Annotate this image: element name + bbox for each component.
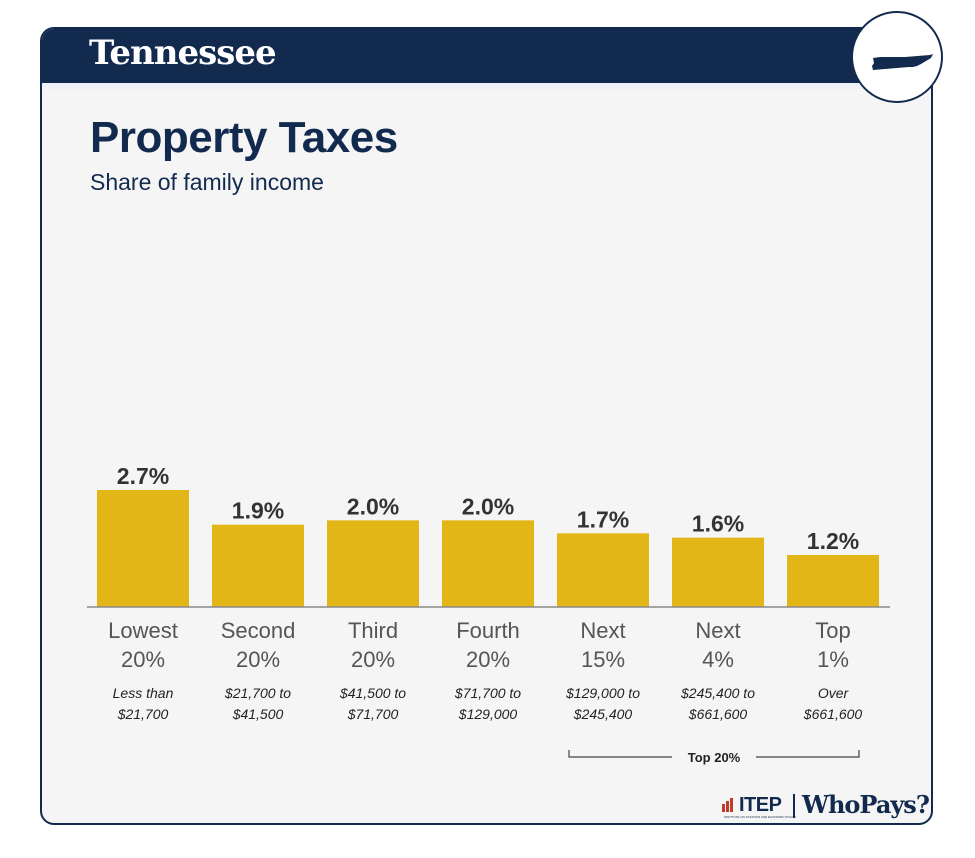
- data-label: 1.6%: [692, 511, 744, 537]
- chart-subtitle: Share of family income: [90, 169, 324, 195]
- bar: [212, 524, 304, 607]
- tennessee-shape: [872, 54, 933, 70]
- income-range-label: $41,500: [232, 706, 284, 722]
- data-label: 2.0%: [347, 493, 399, 519]
- category-label: Third: [348, 618, 398, 643]
- income-range-label: Over: [818, 685, 850, 701]
- bracket-label: Top 20%: [688, 750, 741, 765]
- category-label: 20%: [351, 647, 395, 672]
- category-label: Next: [580, 618, 625, 643]
- category-label: 20%: [466, 647, 510, 672]
- category-label: 4%: [702, 647, 734, 672]
- income-range-label: $245,400 to: [680, 685, 755, 701]
- chart-title: Property Taxes: [90, 113, 398, 162]
- state-name: Tennessee: [89, 33, 277, 73]
- itep-bars-icon: [722, 798, 733, 812]
- bar: [97, 490, 189, 607]
- category-label: 20%: [236, 647, 280, 672]
- banner-divider: [42, 83, 931, 89]
- state-badge: [851, 11, 943, 103]
- income-range-label: $71,700 to: [454, 685, 521, 701]
- bracket-right: [756, 750, 860, 758]
- income-range-label: $21,700 to: [224, 685, 291, 701]
- data-label: 2.0%: [462, 493, 514, 519]
- income-range-label: $661,600: [688, 706, 748, 722]
- data-label: 1.7%: [577, 506, 629, 532]
- category-label: Fourth: [456, 618, 520, 643]
- tennessee-map-icon: [872, 54, 933, 70]
- category-label: Second: [221, 618, 296, 643]
- income-range-label: $245,400: [573, 706, 633, 722]
- income-range-label: $661,600: [803, 706, 863, 722]
- category-label: Lowest: [108, 618, 178, 643]
- category-label: Next: [695, 618, 740, 643]
- category-label: Top: [815, 618, 850, 643]
- income-range-label: $129,000: [458, 706, 518, 722]
- data-label: 2.7%: [117, 463, 169, 489]
- bar: [442, 520, 534, 607]
- bar: [787, 555, 879, 607]
- income-range-label: Less than: [113, 685, 174, 701]
- itep-tagline: INSTITUTE ON TAXATION AND ECONOMIC POLIC…: [724, 815, 797, 819]
- income-range-label: $129,000 to: [565, 685, 640, 701]
- logo-separator: [793, 794, 795, 818]
- category-label: 15%: [581, 647, 625, 672]
- income-range-label: $71,700: [347, 706, 399, 722]
- header-banner: Tennessee: [42, 29, 931, 83]
- income-range-label: $41,500 to: [339, 685, 406, 701]
- data-label: 1.9%: [232, 498, 284, 524]
- bar: [557, 533, 649, 607]
- category-label: 1%: [817, 647, 849, 672]
- data-label: 1.2%: [807, 528, 859, 554]
- category-label: 20%: [121, 647, 165, 672]
- income-range-label: $21,700: [117, 706, 169, 722]
- bar: [327, 520, 419, 607]
- bracket-left: [568, 750, 672, 758]
- bar: [672, 537, 764, 607]
- chart-card: Tennessee: [40, 27, 933, 825]
- whopays-wordmark: WhoPays?: [802, 790, 930, 819]
- itep-wordmark: ITEP: [739, 794, 782, 816]
